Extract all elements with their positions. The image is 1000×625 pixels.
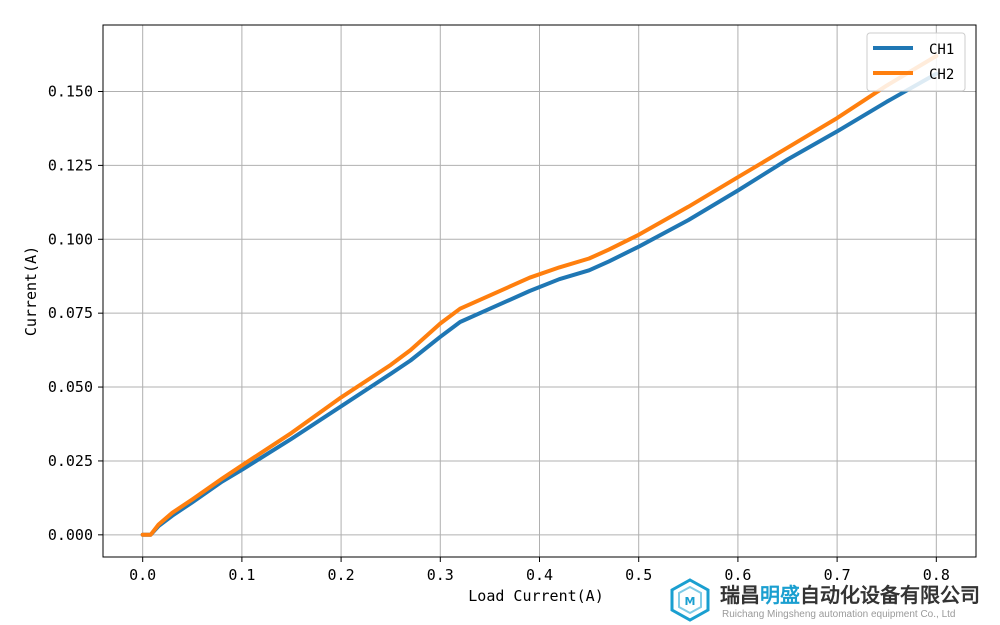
y-axis-label: Current(A) bbox=[22, 246, 40, 336]
x-tick-label: 0.7 bbox=[824, 566, 851, 584]
y-tick-label: 0.125 bbox=[48, 156, 93, 174]
data-series bbox=[140, 54, 939, 537]
x-tick-label: 0.2 bbox=[328, 566, 355, 584]
axis-ticks: 0.0 0.1 0.2 0.3 0.4 0.5 0.6 0.7 0.8 0.000 0.025 0.0… bbox=[48, 83, 950, 585]
series-line-ch1 bbox=[140, 71, 939, 537]
company-name-en: Ruichang Mingsheng automation equipment … bbox=[722, 609, 955, 620]
svg-text:M: M bbox=[685, 595, 696, 608]
y-tick-label: 0.150 bbox=[48, 83, 93, 101]
x-axis-label: Load Current(A) bbox=[468, 587, 603, 605]
company-logo-icon: M bbox=[670, 578, 710, 622]
x-tick-label: 0.4 bbox=[526, 566, 553, 584]
legend: CH1 CH2 bbox=[866, 32, 966, 92]
company-watermark: M 瑞昌明盛自动化设备有限公司 Ruichang Mingsheng autom… bbox=[670, 578, 980, 622]
y-tick-label: 0.050 bbox=[48, 378, 93, 396]
y-tick-label: 0.075 bbox=[48, 304, 93, 322]
company-name-cn: 瑞昌明盛自动化设备有限公司 bbox=[720, 583, 980, 607]
legend-label-ch1: CH1 bbox=[929, 42, 954, 58]
y-tick-label: 0.025 bbox=[48, 452, 93, 470]
x-tick-label: 0.5 bbox=[625, 566, 652, 584]
legend-label-ch2: CH2 bbox=[929, 67, 954, 83]
y-tick-label: 0.000 bbox=[48, 526, 93, 544]
x-tick-label: 0.8 bbox=[923, 566, 950, 584]
series-line-ch2 bbox=[140, 54, 939, 537]
y-tick-label: 0.100 bbox=[48, 230, 93, 248]
x-tick-label: 0.0 bbox=[129, 566, 156, 584]
x-tick-label: 0.1 bbox=[228, 566, 255, 584]
x-tick-label: 0.3 bbox=[427, 566, 454, 584]
grid-lines bbox=[103, 25, 976, 557]
x-tick-label: 0.6 bbox=[724, 566, 751, 584]
